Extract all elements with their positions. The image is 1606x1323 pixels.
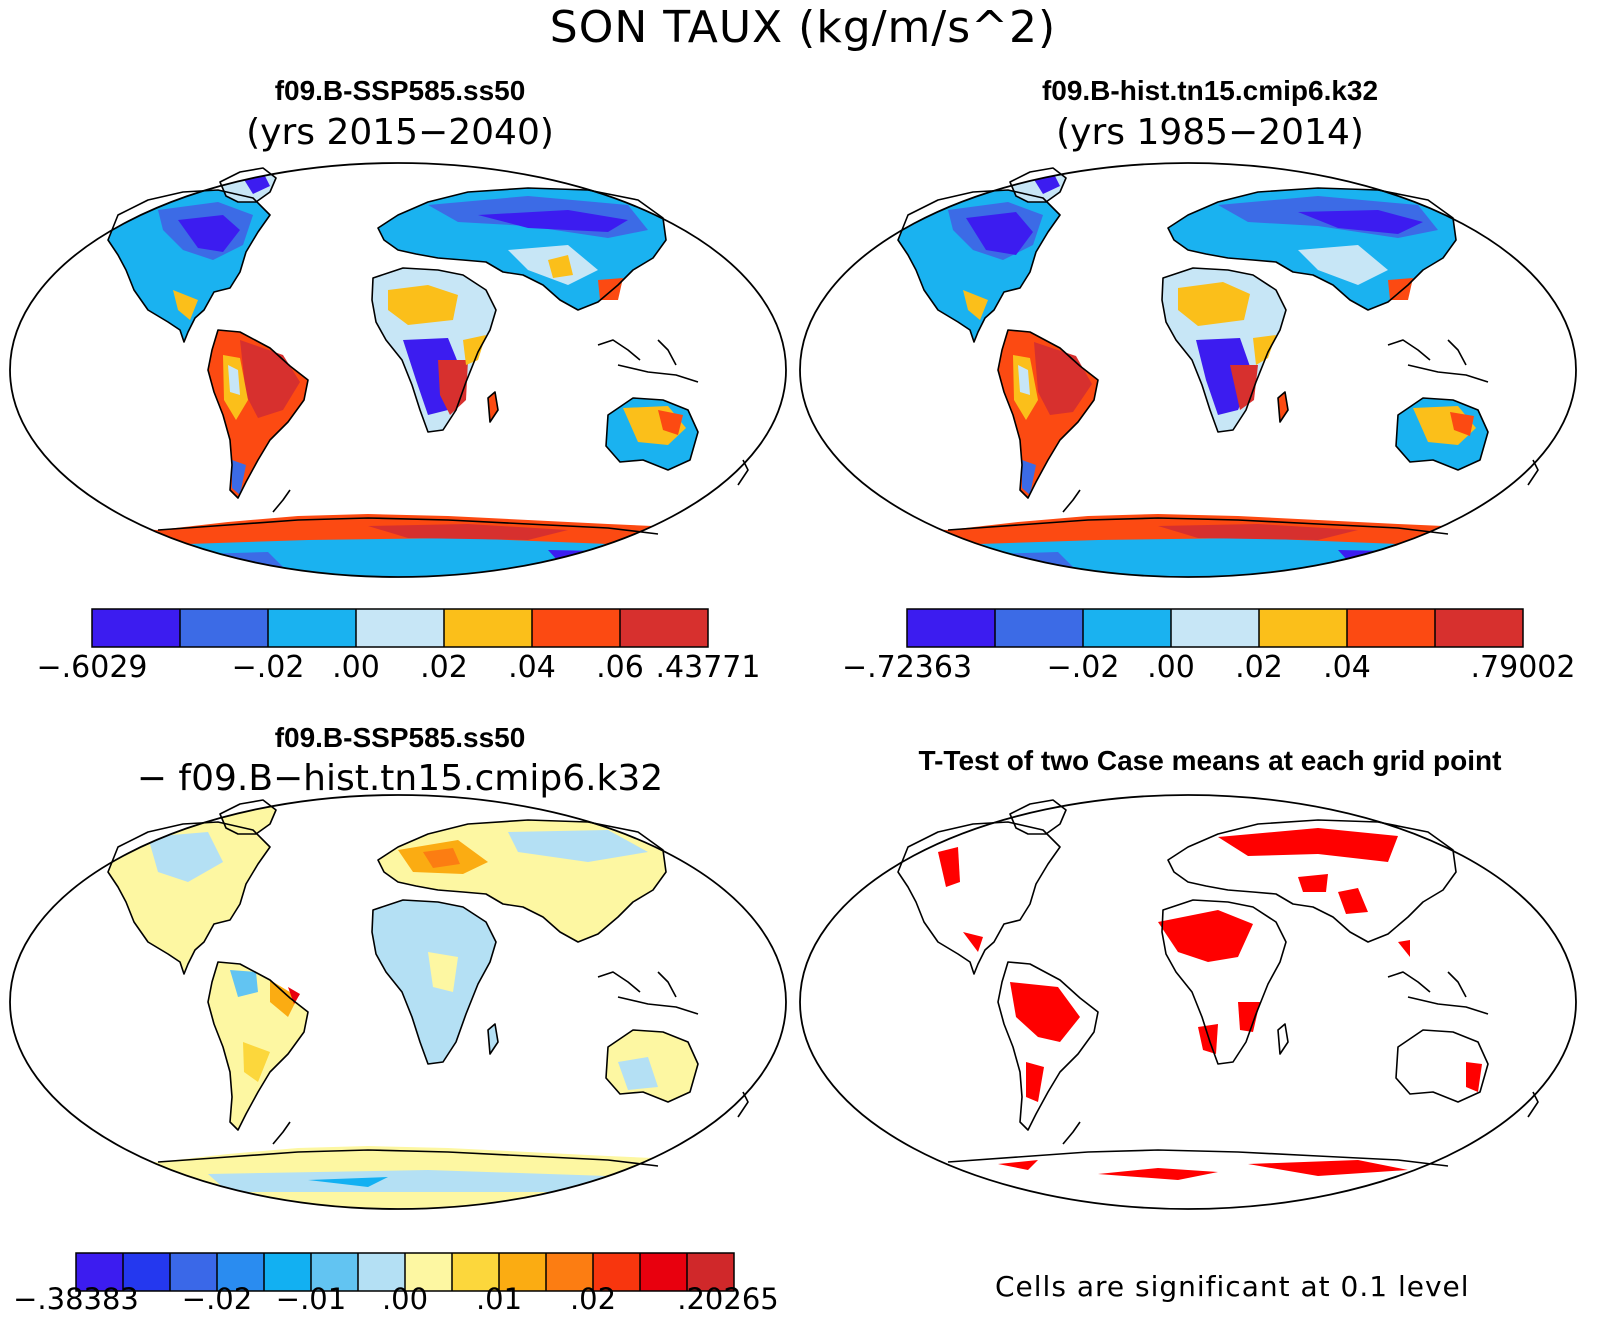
cbar3-tick-max: .20265 — [677, 1282, 779, 1316]
cbar2-tick: .04 — [1323, 650, 1371, 685]
colorbar-difference — [75, 1252, 735, 1292]
cbar1-tick-min: −.6029 — [36, 650, 148, 685]
figure-title: SON TAUX (kg/m/s^2) — [549, 2, 1057, 53]
panel1-subtitle: (yrs 2015−2040) — [246, 112, 554, 153]
cbar3-tick: −.01 — [275, 1282, 347, 1316]
map-hist — [799, 162, 1577, 578]
map3-fill — [10, 795, 786, 1209]
cbar3-tick: −.02 — [181, 1282, 253, 1316]
panel4-title: T-Test of two Case means at each grid po… — [918, 745, 1502, 776]
cbar2-tick: .02 — [1235, 650, 1283, 685]
cbar3-tick: .01 — [475, 1282, 523, 1316]
map3-frame — [9, 794, 787, 1210]
significance-note: Cells are significant at 0.1 level — [995, 1270, 1470, 1303]
map4-fill — [800, 795, 1576, 1209]
colorbar-hist — [906, 608, 1524, 648]
map-ttest — [799, 794, 1577, 1210]
map-difference — [9, 794, 787, 1210]
cbar1-tick: .06 — [596, 650, 644, 685]
cbar1-tick: .00 — [332, 650, 380, 685]
map-ssp585 — [9, 162, 787, 578]
map2-frame — [799, 162, 1577, 578]
cbar2-tick-min: −.72363 — [841, 650, 973, 685]
cbar1-tick: .04 — [508, 650, 556, 685]
panel1-title: f09.B-SSP585.ss50 — [274, 75, 526, 106]
panel2-subtitle: (yrs 1985−2014) — [1056, 112, 1364, 153]
colorbar-ssp585 — [91, 608, 709, 648]
map2-fill — [800, 163, 1576, 577]
cbar2-tick: −.02 — [1046, 650, 1120, 685]
map1-frame — [9, 162, 787, 578]
cbar2-tick: .00 — [1147, 650, 1195, 685]
cbar2-tick-max: .79002 — [1470, 650, 1576, 685]
panel3-subtitle: − f09.B−hist.tn15.cmip6.k32 — [136, 758, 664, 799]
cbar3-tick: .02 — [569, 1282, 617, 1316]
panel2-title: f09.B-hist.tn15.cmip6.k32 — [1041, 75, 1379, 106]
cbar1-tick: −.02 — [231, 650, 305, 685]
panel3-title: f09.B-SSP585.ss50 — [274, 722, 526, 753]
cbar1-tick-max: .43771 — [655, 650, 761, 685]
map4-frame — [799, 794, 1577, 1210]
cbar3-tick-min: −.38383 — [13, 1282, 139, 1316]
cbar1-tick: .02 — [420, 650, 468, 685]
cbar3-tick: .00 — [381, 1282, 429, 1316]
